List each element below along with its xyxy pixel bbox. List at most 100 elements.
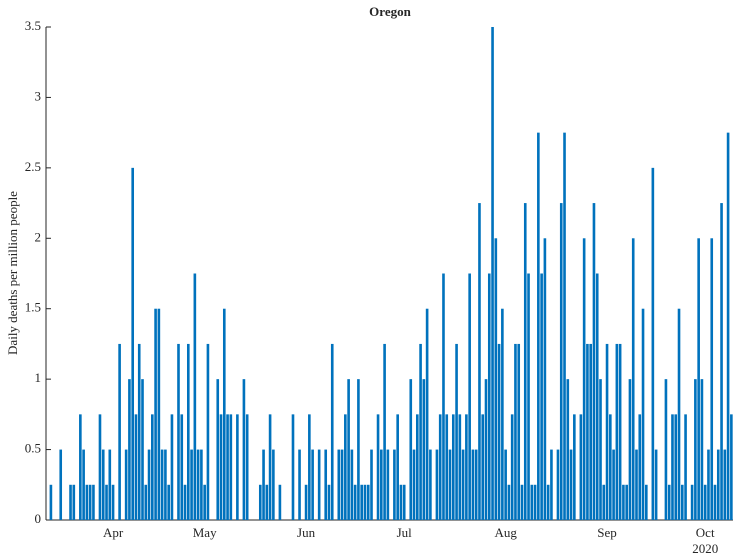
bar bbox=[720, 203, 723, 521]
bar bbox=[164, 449, 167, 520]
bar bbox=[219, 414, 223, 520]
bar bbox=[137, 343, 141, 520]
bar bbox=[92, 484, 95, 520]
bar bbox=[589, 343, 593, 520]
y-tick-label: 3.5 bbox=[25, 18, 41, 33]
bar bbox=[625, 484, 628, 520]
bar bbox=[383, 343, 386, 520]
x-tick-label: Apr bbox=[103, 525, 124, 540]
bar bbox=[409, 379, 413, 520]
bar bbox=[429, 449, 432, 520]
bar bbox=[124, 449, 128, 520]
bar bbox=[265, 484, 269, 520]
bar bbox=[402, 484, 406, 520]
bar bbox=[134, 414, 138, 520]
bar bbox=[203, 484, 206, 520]
bar bbox=[200, 449, 203, 520]
bar bbox=[618, 343, 622, 520]
bar bbox=[111, 484, 115, 520]
bar bbox=[79, 414, 82, 520]
bar bbox=[533, 484, 537, 520]
bar bbox=[245, 414, 249, 520]
bar bbox=[484, 379, 488, 520]
x-tick-label: Sep bbox=[597, 525, 617, 540]
bar bbox=[638, 414, 642, 520]
bar bbox=[527, 273, 530, 520]
bar bbox=[592, 203, 596, 521]
bar bbox=[726, 132, 730, 520]
bar bbox=[563, 132, 566, 520]
bar bbox=[510, 414, 514, 520]
bar bbox=[622, 484, 625, 520]
bar bbox=[586, 343, 589, 520]
bar bbox=[448, 449, 452, 520]
bar bbox=[386, 449, 390, 520]
bar bbox=[298, 449, 301, 520]
bar bbox=[654, 449, 658, 520]
bar bbox=[229, 414, 233, 520]
y-tick-label: 0.5 bbox=[25, 441, 41, 456]
bar bbox=[461, 449, 465, 520]
bar bbox=[350, 449, 354, 520]
bar bbox=[680, 484, 684, 520]
bar bbox=[438, 414, 442, 520]
bar bbox=[573, 414, 576, 520]
bar bbox=[118, 343, 121, 520]
y-tick-label: 2.5 bbox=[25, 159, 41, 174]
y-tick-label: 1 bbox=[35, 370, 42, 385]
bar bbox=[671, 414, 674, 520]
bar bbox=[537, 132, 540, 520]
bar bbox=[674, 414, 678, 520]
bar bbox=[376, 414, 380, 520]
bar bbox=[501, 308, 504, 520]
bar bbox=[605, 343, 609, 520]
bar bbox=[108, 449, 112, 520]
bar bbox=[160, 449, 164, 520]
bar bbox=[579, 414, 583, 520]
bar bbox=[190, 449, 193, 520]
bar bbox=[370, 449, 373, 520]
bar bbox=[612, 449, 615, 520]
bar bbox=[445, 414, 449, 520]
bar bbox=[664, 379, 668, 520]
bar bbox=[422, 379, 426, 520]
bar bbox=[700, 379, 704, 520]
bar bbox=[272, 449, 275, 520]
bar bbox=[193, 273, 197, 520]
bar bbox=[363, 484, 367, 520]
bar bbox=[157, 308, 161, 520]
bar bbox=[278, 484, 282, 520]
bar bbox=[703, 484, 707, 520]
bar bbox=[131, 167, 135, 520]
bar bbox=[628, 379, 632, 520]
bar bbox=[304, 484, 308, 520]
bar bbox=[206, 343, 210, 520]
bar bbox=[330, 343, 334, 520]
bar bbox=[442, 273, 445, 520]
bar bbox=[684, 414, 687, 520]
bar bbox=[308, 414, 311, 520]
bar bbox=[154, 308, 157, 520]
bar bbox=[471, 449, 475, 520]
bar bbox=[236, 414, 239, 520]
bar bbox=[186, 343, 190, 520]
chart-title: Oregon bbox=[369, 4, 411, 19]
bar bbox=[546, 484, 550, 520]
bar bbox=[707, 449, 710, 520]
bar bbox=[599, 379, 602, 520]
bar bbox=[631, 238, 635, 521]
bar bbox=[491, 27, 494, 520]
bar bbox=[540, 273, 543, 520]
bar bbox=[311, 449, 314, 520]
bar bbox=[147, 449, 151, 520]
y-tick-label: 1.5 bbox=[25, 300, 41, 315]
bar bbox=[177, 343, 180, 520]
bar bbox=[196, 449, 200, 520]
bar bbox=[465, 414, 468, 520]
bar bbox=[415, 414, 419, 520]
bar bbox=[216, 379, 220, 520]
bar bbox=[559, 203, 563, 521]
bar bbox=[180, 414, 184, 520]
bar bbox=[317, 449, 321, 520]
